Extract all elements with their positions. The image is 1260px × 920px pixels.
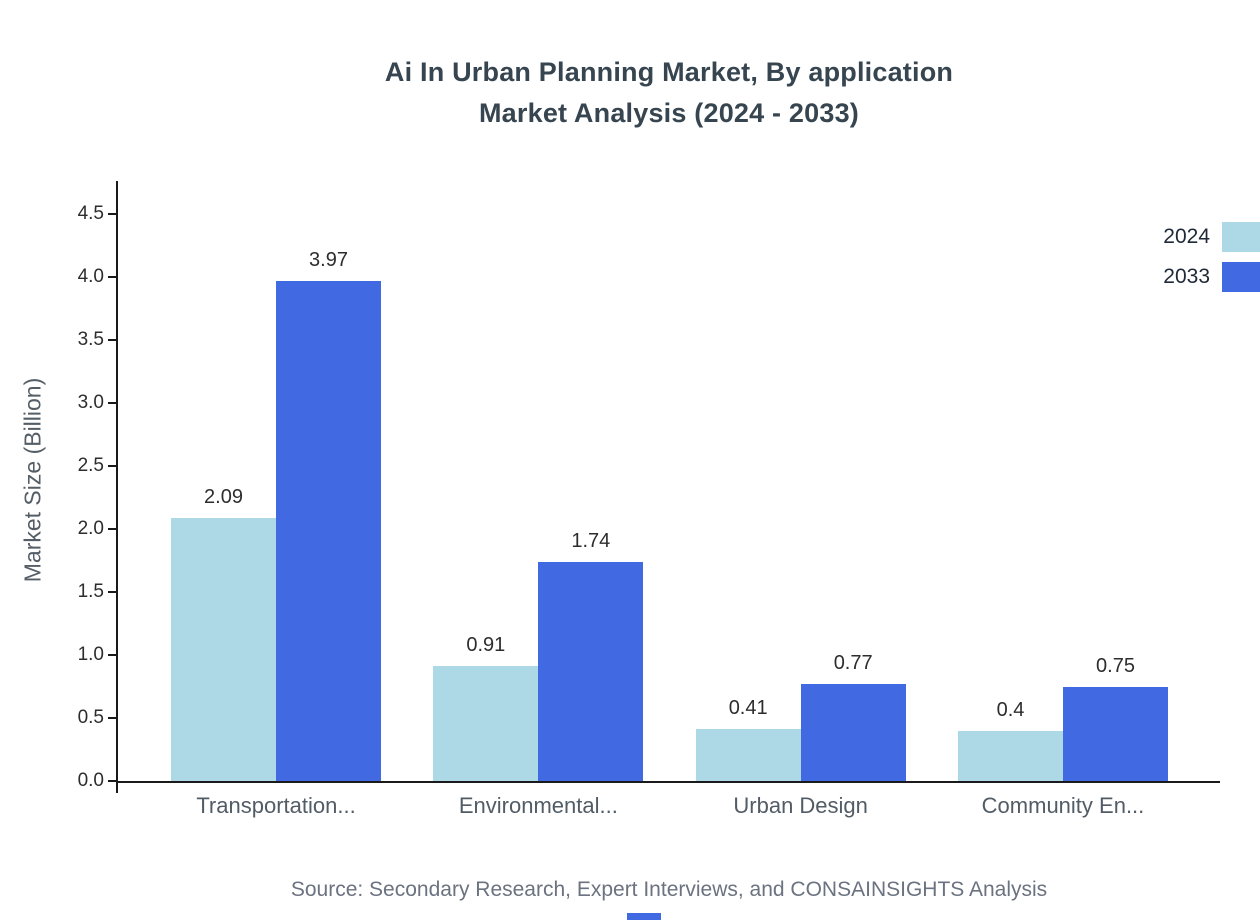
- y-axis-line: [116, 181, 118, 793]
- legend-label: 2024: [1163, 225, 1210, 248]
- bar-2024: 0.91: [433, 634, 539, 781]
- legend: 2024 2033: [1163, 222, 1260, 292]
- bar-2033: 0.77: [800, 652, 906, 781]
- x-category-label: Environmental...: [458, 793, 618, 818]
- legend-swatch: [1222, 222, 1260, 252]
- chart-title-line-2: Market Analysis (2024 - 2033): [478, 98, 859, 128]
- y-tick-label: 3.0: [77, 392, 104, 413]
- y-tick-label: 1.0: [77, 644, 104, 665]
- y-tick-mark: [108, 780, 116, 782]
- y-tick-mark: [108, 717, 116, 719]
- source-note: Source: Secondary Research, Expert Inter…: [290, 878, 1048, 901]
- bar-2024: 0.4: [957, 699, 1063, 781]
- legend-item-2024: 2024: [1163, 222, 1260, 252]
- bar-group: 0.41 0.77: [695, 652, 906, 781]
- bar-value-label: 0.91: [466, 634, 506, 657]
- y-tick-mark: [108, 528, 116, 530]
- bar-group: 2.09 3.97: [171, 249, 381, 781]
- y-tick-mark: [108, 276, 116, 278]
- x-category-label: Transportation...: [196, 793, 356, 818]
- bar-2033: 3.97: [276, 249, 381, 781]
- bar-value-label: 0.41: [728, 697, 768, 720]
- y-tick-mark: [108, 339, 116, 341]
- y-tick-label: 4.0: [77, 266, 104, 287]
- bottom-brand-mark: [627, 913, 661, 920]
- x-category-label: Community En...: [981, 793, 1145, 818]
- bar-value-label: 0.77: [833, 651, 873, 674]
- y-tick-label: 0.0: [77, 770, 104, 791]
- bar-2033: 0.75: [1062, 655, 1168, 781]
- bar-groups: 2.09 3.97 0.91 1.74 0.41 0.77 0.4 0.75: [118, 181, 1220, 781]
- legend-swatch: [1222, 262, 1260, 292]
- x-axis-labels: Transportation... Environmental... Urban D…: [118, 793, 1220, 819]
- y-tick-mark: [108, 465, 116, 467]
- y-tick-mark: [108, 591, 116, 593]
- bar-group: 0.91 1.74: [433, 530, 644, 781]
- bar-value-label: 3.97: [309, 248, 348, 271]
- bar-2024: 0.41: [695, 697, 801, 781]
- bar-2024: 2.09: [171, 486, 276, 781]
- x-category-label: Urban Design: [733, 793, 868, 818]
- bar-value-label: 1.74: [571, 529, 611, 552]
- y-tick-mark: [108, 402, 116, 404]
- y-tick-label: 2.0: [77, 518, 104, 539]
- x-axis-line: [116, 781, 1220, 783]
- bar-value-label: 0.75: [1096, 654, 1135, 677]
- y-tick-label: 0.5: [77, 707, 104, 728]
- y-tick-label: 2.5: [77, 455, 104, 476]
- plot-area: 2.09 3.97 0.91 1.74 0.41 0.77 0.4 0.75: [108, 181, 1220, 793]
- y-tick-mark: [108, 654, 116, 656]
- legend-item-2033: 2033: [1163, 262, 1260, 292]
- chart-title: Ai In Urban Planning Market, By applicat…: [118, 52, 1220, 134]
- y-tick-label: 3.5: [77, 329, 104, 350]
- bar-2033: 1.74: [538, 530, 644, 781]
- bar-value-label: 0.4: [996, 698, 1025, 721]
- y-tick-mark: [108, 213, 116, 215]
- y-tick-label: 4.5: [77, 203, 104, 224]
- bar-value-label: 2.09: [204, 485, 243, 508]
- chart-title-line-1: Ai In Urban Planning Market, By applicat…: [384, 57, 954, 87]
- y-axis-ticks: 0.0 0.5 1.0 1.5 2.0 2.5 3.0 3.5 4.0 4.5: [0, 181, 104, 791]
- bar-group: 0.4 0.75: [957, 655, 1168, 781]
- y-tick-label: 1.5: [77, 581, 104, 602]
- legend-label: 2033: [1163, 265, 1210, 288]
